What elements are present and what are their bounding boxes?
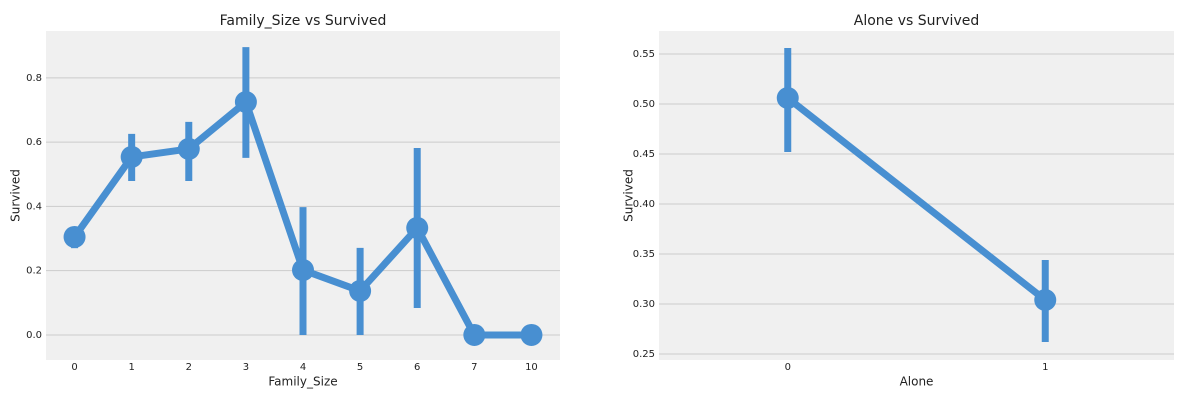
- point: [349, 279, 372, 302]
- point: [292, 259, 314, 282]
- x-tick-label: 10: [525, 362, 538, 373]
- x-tick-label: 5: [357, 362, 363, 373]
- chart-title: Family_Size vs Survived: [220, 13, 387, 29]
- y-tick-label: 0.0: [26, 330, 42, 341]
- y-tick-label: 0.45: [633, 149, 655, 160]
- point: [406, 216, 429, 239]
- point: [63, 225, 86, 248]
- point: [177, 137, 200, 160]
- x-tick-label: 3: [243, 362, 249, 373]
- point: [1034, 289, 1057, 311]
- y-tick-label: 0.30: [633, 299, 655, 310]
- x-axis-label: Alone: [900, 375, 934, 389]
- y-tick-label: 0.40: [633, 199, 655, 210]
- y-tick-label: 0.25: [633, 349, 655, 360]
- y-axis-label: Survived: [622, 169, 636, 222]
- x-tick-label: 2: [186, 362, 192, 373]
- x-tick-label: 0: [785, 362, 791, 373]
- point: [120, 145, 143, 168]
- x-tick-label: 7: [471, 362, 477, 373]
- x-tick-label: 0: [71, 362, 77, 373]
- x-tick-label: 4: [300, 362, 306, 373]
- y-tick-label: 0.55: [633, 49, 655, 60]
- x-tick-label: 1: [1042, 362, 1048, 373]
- y-tick-label: 0.50: [633, 99, 655, 110]
- y-tick-label: 0.4: [26, 201, 42, 212]
- x-tick-label: 6: [414, 362, 420, 373]
- point: [520, 323, 543, 346]
- point: [234, 91, 257, 114]
- point: [776, 87, 799, 109]
- chart-title: Alone vs Survived: [854, 13, 979, 29]
- y-tick-label: 0.35: [633, 249, 655, 260]
- line: [785, 95, 1048, 303]
- y-tick-label: 0.6: [26, 137, 42, 148]
- y-tick-label: 0.8: [26, 73, 42, 84]
- y-tick-label: 0.2: [26, 266, 42, 277]
- point: [463, 323, 486, 346]
- y-axis-label: Survived: [9, 169, 23, 222]
- x-axis-label: Family_Size: [268, 375, 337, 389]
- x-tick-label: 1: [128, 362, 134, 373]
